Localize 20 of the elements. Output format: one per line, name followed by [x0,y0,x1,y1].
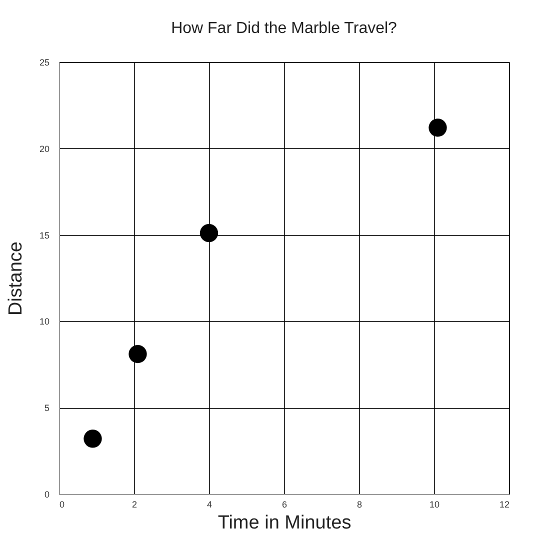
x-tick-label: 0 [60,500,65,510]
y-tick-label: 20 [39,144,50,154]
y-tick-label: 0 [44,490,50,500]
x-tick-label: 2 [132,500,138,510]
x-axis-title: Time in Minutes [218,512,352,534]
y-tick-label: 10 [39,316,50,327]
y-axis-title: Distance [5,242,26,316]
x-tick-label: 4 [206,500,212,510]
point [200,224,218,242]
x-tick-label: 8 [356,500,362,510]
y-tick-label: 15 [39,230,50,240]
x-tick-label: 6 [282,500,288,510]
x-tick-label: 10 [429,500,440,510]
point [84,430,102,448]
point [428,118,447,137]
chart-title: How Far Did the Marble Travel? [171,20,398,37]
x-tick-label: 12 [499,500,510,510]
y-tick-label: 5 [44,403,50,414]
point [128,344,147,364]
y-tick-label: 25 [39,58,50,68]
